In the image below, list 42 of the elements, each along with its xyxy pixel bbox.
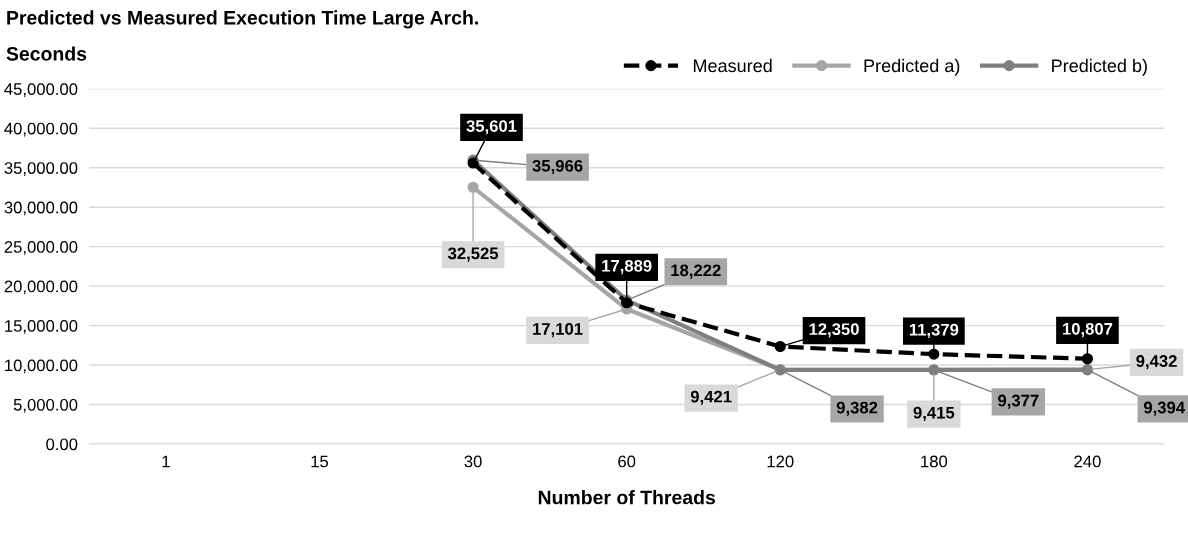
data-label: 11,379: [909, 323, 959, 338]
y-tick-label: 5,000.00: [13, 398, 78, 413]
data-label: 35,966: [532, 159, 583, 175]
y-tick-label: 35,000.00: [4, 162, 78, 176]
legend-label: Predicted b): [1052, 58, 1147, 76]
point: [928, 348, 940, 360]
x-tick-label: 15: [311, 455, 329, 468]
y-tick-label: 30,000.00: [4, 201, 78, 216]
legend-label: Measured: [693, 58, 772, 73]
x-axis-title: Number of Threads: [538, 490, 716, 505]
data-label: 9,421: [690, 390, 732, 405]
y-tick-label: 15,000.00: [5, 320, 78, 334]
point: [467, 181, 479, 193]
point: [774, 340, 786, 353]
data-label: 9,382: [836, 401, 878, 416]
data-label: 9,432: [1136, 355, 1177, 370]
x-tick-label: 30: [464, 455, 482, 468]
point: [1081, 353, 1094, 365]
data-label: 9,394: [1143, 401, 1186, 416]
data-label: 32,525: [447, 247, 499, 262]
chart-title: Predicted vs Measured Execution Time Large Arch.: [7, 10, 478, 29]
x-tick-label: 240: [1074, 455, 1101, 468]
x-tick-label: 1: [162, 455, 170, 468]
data-label: 17,889: [602, 259, 652, 275]
x-tick-label: 60: [618, 455, 636, 468]
data-label: 18,222: [671, 264, 721, 279]
y-tick-label: 20,000.00: [4, 280, 78, 295]
data-label: 35,601: [466, 120, 517, 135]
y-tick-label: 45,000.00: [4, 83, 78, 97]
y-tick-label: 40,000.00: [4, 122, 78, 137]
x-tick-label: 180: [921, 455, 948, 468]
data-label: 17,101: [533, 323, 583, 338]
x-tick-label: 120: [767, 455, 794, 468]
y-tick-label: 25,000.00: [4, 241, 78, 255]
data-label: 9,415: [913, 406, 955, 421]
data-label: 10,807: [1063, 322, 1113, 338]
data-label: 12,350: [809, 323, 859, 338]
legend-label: Predicted a): [864, 58, 960, 76]
data-label: 9,377: [998, 394, 1039, 409]
y-tick-label: 0.00: [46, 438, 78, 451]
y-tick-label: 10,000.00: [5, 359, 78, 374]
y-axis-title: Seconds: [6, 46, 87, 61]
